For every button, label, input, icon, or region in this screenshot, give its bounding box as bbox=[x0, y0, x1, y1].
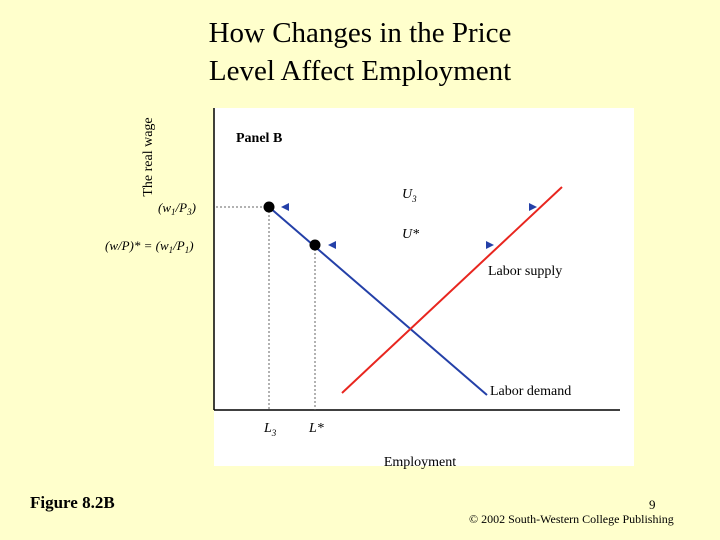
figure-panel bbox=[214, 108, 634, 466]
arrow-right-u3 bbox=[529, 203, 537, 211]
page-number: 9 bbox=[649, 497, 656, 512]
y-axis-label: The real wage bbox=[141, 117, 156, 196]
tick-w3-label: (w1/P3) bbox=[158, 200, 196, 217]
arrow-right-ustar bbox=[486, 241, 494, 249]
ustar-label: U* bbox=[402, 227, 419, 242]
point-lstar bbox=[309, 239, 321, 251]
figure-caption: Figure 8.2B bbox=[30, 493, 115, 512]
title-line-2: Level Affect Employment bbox=[208, 55, 512, 87]
slide-title: How Changes in the Price Level Affect Em… bbox=[0, 14, 720, 90]
title-line-1: How Changes in the Price bbox=[208, 17, 512, 49]
tick-wstar-label: (w/P)* = (w1/P1) bbox=[105, 238, 194, 255]
tick-lstar-label: L* bbox=[308, 421, 324, 436]
labor-supply-curve bbox=[341, 186, 563, 394]
point-l3 bbox=[263, 201, 275, 213]
copyright-notice: © 2002 South-Western College Publishing bbox=[469, 512, 674, 526]
arrow-left-w3 bbox=[281, 203, 289, 211]
u3-label: U3 bbox=[402, 187, 417, 204]
x-axis-label: Employment bbox=[384, 455, 456, 470]
labor-demand-label: Labor demand bbox=[490, 384, 571, 399]
arrow-left-wstar bbox=[328, 241, 336, 249]
panel-label: Panel B bbox=[236, 131, 282, 146]
tick-l3-label: L3 bbox=[263, 421, 277, 438]
labor-supply-label: Labor supply bbox=[488, 264, 562, 279]
labor-demand-curve bbox=[268, 206, 488, 396]
